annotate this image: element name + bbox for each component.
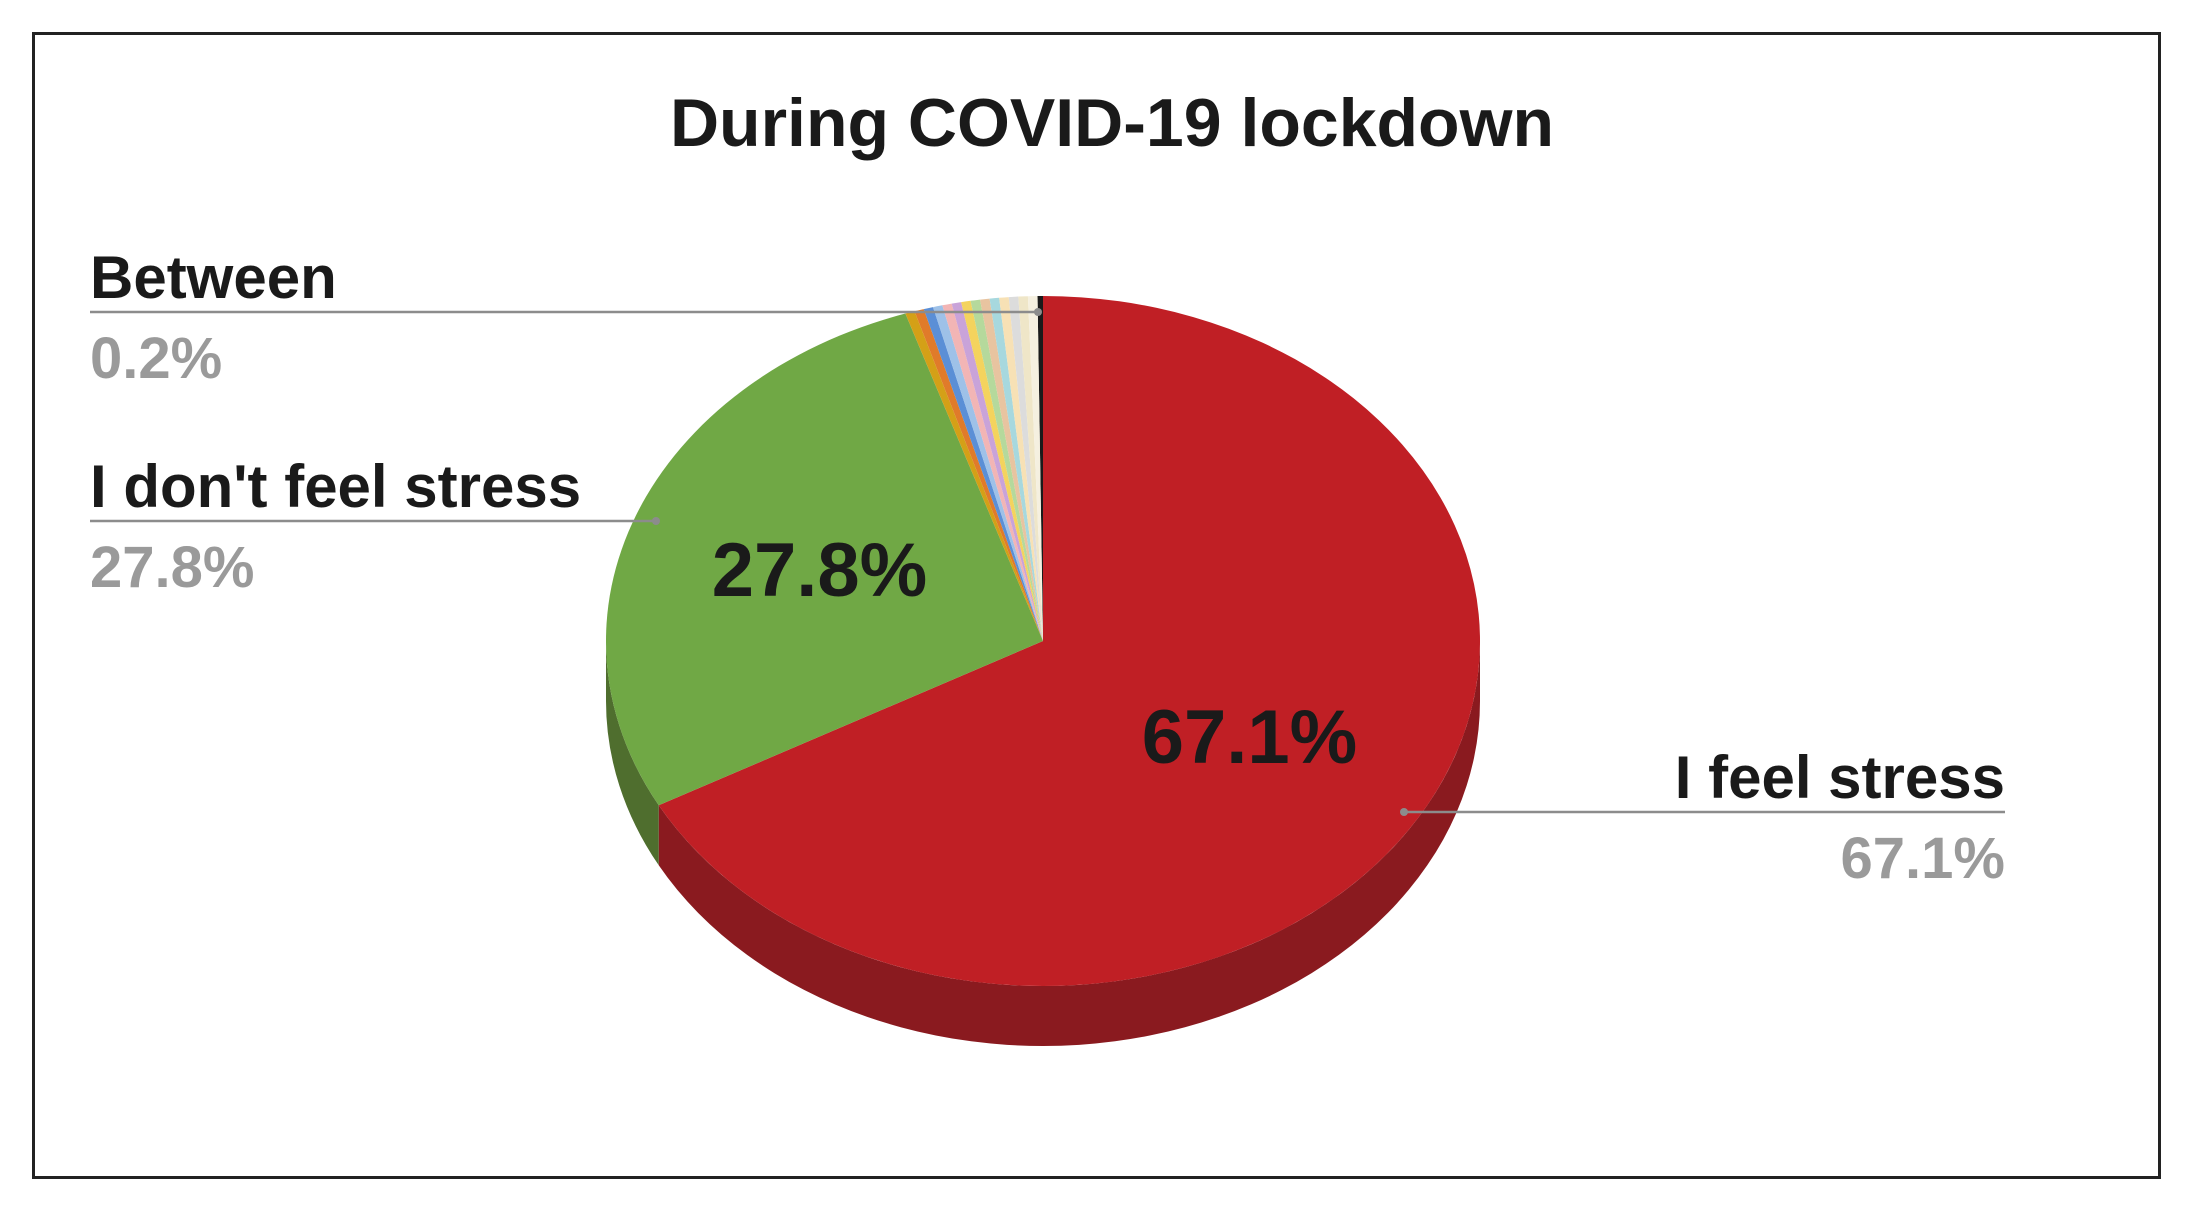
pie-slice-i-feel-stress (658, 296, 1480, 986)
slice-value-label: 27.8% (712, 528, 928, 613)
callout-anchor-dot (652, 517, 660, 525)
callout-i-dont-feel-stress-value: 27.8% (90, 535, 254, 600)
pie-slice-minor (961, 300, 1043, 641)
slice-value-label: 67.1% (1142, 695, 1358, 780)
pie-slice-minor (970, 299, 1043, 641)
pie-slice-minor (1008, 296, 1043, 641)
pie-slice-minor (951, 302, 1043, 641)
callout-anchor-dot (1034, 308, 1042, 316)
chart-title: During COVID-19 lockdown (670, 85, 1554, 161)
callout-i-feel-stress-value: 67.1% (1841, 826, 2005, 891)
pie-slice-minor (999, 297, 1043, 641)
callout-i-feel-stress-name: I feel stress (1675, 744, 2005, 811)
pie-slice-minor (1027, 296, 1043, 641)
pie-slice-minor (980, 298, 1043, 641)
pie-labels: 67.1% 27.8% (712, 528, 1357, 780)
callout-between-value: 0.2% (90, 326, 222, 391)
pie-side-i-feel-stress (658, 641, 1480, 1046)
pie-slice-minor (905, 311, 1043, 641)
pie-callouts: Between 0.2% I don't feel stress 27.8% I fee… (90, 244, 2005, 891)
callout-anchor-dot (1400, 808, 1408, 816)
pie-side-i-dont-feel-stress (606, 641, 659, 866)
callout-between-name: Between (90, 244, 337, 311)
callout-i-dont-feel-stress-name: I don't feel stress (90, 453, 581, 520)
pie-slice-i-dont-feel-stress (606, 313, 1043, 806)
pie-slice-minor (1018, 296, 1043, 641)
pie-sides (606, 641, 1480, 1046)
pie-top (606, 296, 1480, 986)
pie-slice-between (1037, 296, 1043, 641)
pie-slice-minor (942, 303, 1043, 641)
pie-slice-minor (923, 307, 1043, 641)
pie-slice-minor (932, 305, 1043, 641)
pie-slice-minor (914, 309, 1043, 641)
pie-slice-minor (989, 297, 1043, 641)
